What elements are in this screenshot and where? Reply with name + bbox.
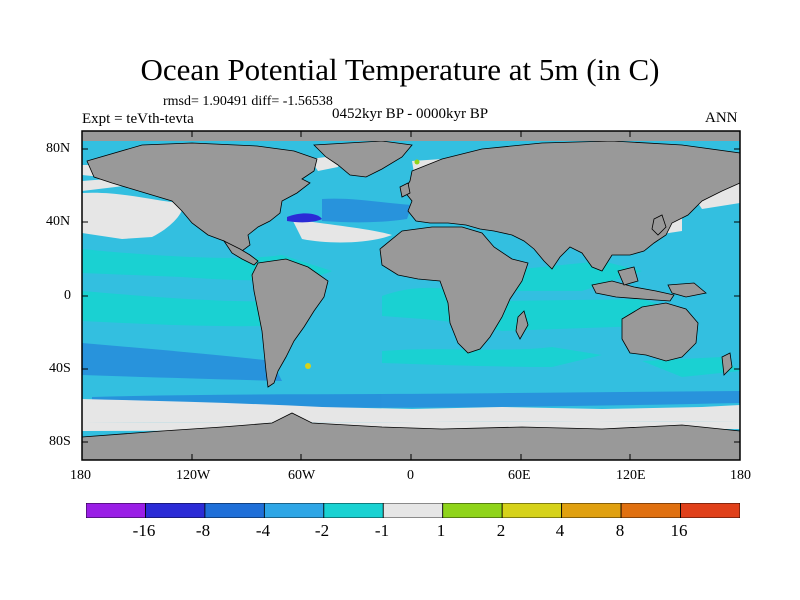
lon-tick-label: 180 (730, 468, 751, 483)
lon-tick-label: 60E (508, 468, 531, 483)
colorbar-label: 2 (496, 521, 506, 540)
colorbar-swatch (382, 503, 444, 518)
colorbar-label: -8 (195, 521, 211, 540)
lat-tick-label: 40S (49, 361, 71, 376)
colorbar-swatch (680, 503, 740, 518)
colorbar-label: 1 (436, 521, 446, 540)
lon-tick-label: 180 (70, 468, 91, 483)
greenland (313, 140, 413, 178)
north-america (86, 142, 318, 252)
lat-tick-label: 80N (46, 141, 71, 156)
lon-tick-label: 120E (616, 468, 646, 483)
colorbar-label: -4 (255, 521, 271, 540)
land (81, 140, 741, 461)
colorbar-label: -16 (132, 521, 156, 540)
indonesia (591, 280, 675, 302)
lon-tick-label: 60W (288, 468, 316, 483)
japan (651, 214, 667, 236)
season-label: ANN (705, 110, 738, 126)
madagascar (515, 310, 529, 340)
colorbar-swatch (620, 503, 681, 518)
ocean-dark-bands (82, 198, 740, 408)
lat-tick-label: 80S (49, 434, 71, 449)
new-guinea (667, 282, 707, 298)
lat-tick-label: 40N (46, 214, 71, 229)
south-america (251, 258, 329, 388)
lon-tick-label: 0 (407, 468, 414, 483)
colorbar-label: 4 (555, 521, 565, 540)
experiment-label: Expt = teVth-tevta (82, 111, 194, 127)
borneo (617, 266, 639, 286)
africa (379, 226, 529, 354)
world-map (81, 130, 741, 461)
colorbar-swatch (86, 503, 146, 518)
colorbar (86, 503, 740, 518)
colorbar-swatch (204, 503, 265, 518)
lat-tick-label: 0 (64, 288, 71, 303)
colorbar-label: 16 (670, 521, 688, 540)
colorbar-swatch (561, 503, 622, 518)
australia (621, 302, 699, 362)
colorbar-label: -1 (374, 521, 390, 540)
colorbar-swatch (501, 503, 563, 518)
colorbar-swatch (263, 503, 325, 518)
colorbar-label: 8 (615, 521, 625, 540)
stats-label: rmsd= 1.90491 diff= -1.56538 (163, 94, 333, 109)
central-america (222, 239, 259, 266)
colorbar-label: -2 (314, 521, 330, 540)
period-label: 0452kyr BP - 0000kyr BP (331, 106, 489, 122)
new-zealand (721, 352, 733, 376)
lon-tick-label: 120W (176, 468, 211, 483)
british-isles (399, 182, 411, 198)
map-title: Ocean Potential Temperature at 5m (in C) (140, 52, 660, 87)
colorbar-swatch (145, 503, 206, 518)
colorbar-swatch (442, 503, 503, 518)
colorbar-swatch (323, 503, 384, 518)
map-ticks (81, 131, 741, 460)
